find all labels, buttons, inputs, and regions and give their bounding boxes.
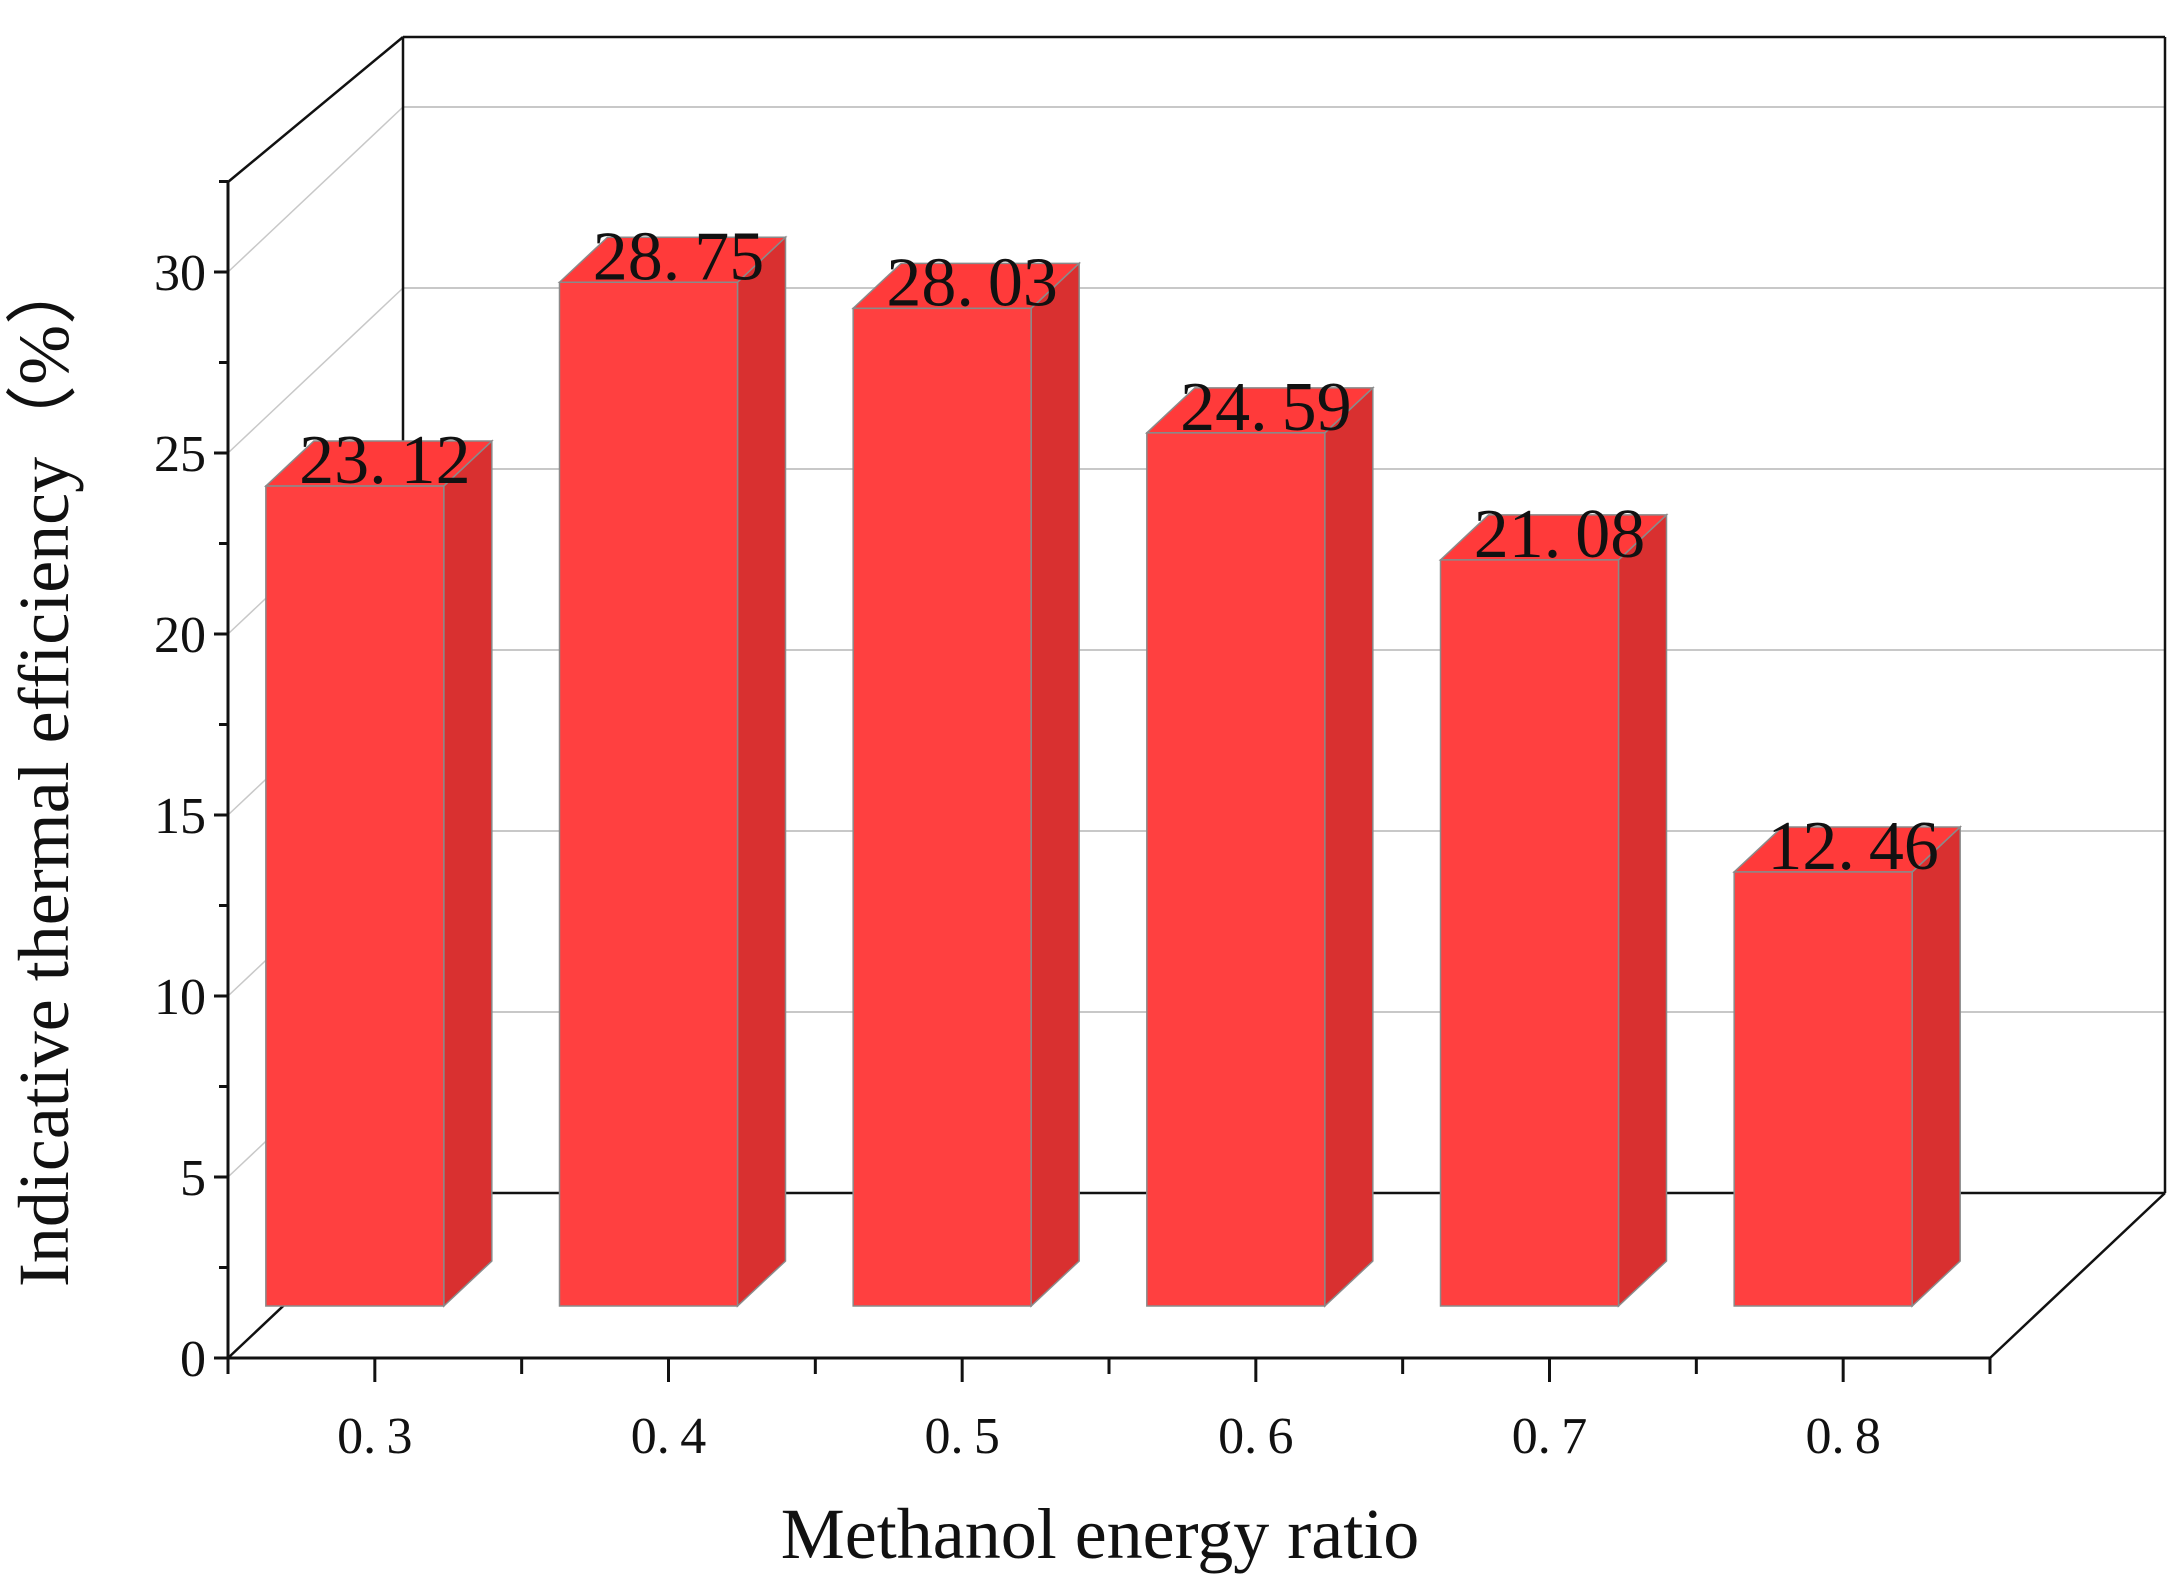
bars xyxy=(263,235,1963,1308)
x-axis-title: Methanol energy ratio xyxy=(781,1494,1419,1574)
labels: 23. 12 28. 75 28. 03 24. 59 21. 08 12. 46 0 5 10… xyxy=(154,218,1939,1465)
data-label: 28. 03 xyxy=(886,244,1058,321)
y-tick-label: 10 xyxy=(154,969,206,1026)
y-tick-label: 30 xyxy=(154,245,206,302)
bar xyxy=(1146,432,1326,1307)
axes xyxy=(214,180,1992,1382)
bar-group xyxy=(263,439,494,1308)
y-tick-label: 0 xyxy=(180,1331,206,1388)
y-tick-label: 15 xyxy=(154,788,206,845)
side-gridline xyxy=(227,106,404,273)
floor-right-edge xyxy=(1989,1192,2166,1359)
bar xyxy=(265,485,445,1307)
bar-side xyxy=(1911,825,1961,1308)
x-tick-label: 0. 4 xyxy=(631,1408,706,1465)
y-tick-label: 25 xyxy=(154,426,206,483)
data-label: 21. 08 xyxy=(1474,496,1646,573)
bar-side xyxy=(443,439,493,1308)
bar-side xyxy=(1030,261,1080,1308)
y-tick-label: 20 xyxy=(154,607,206,664)
side-gridline xyxy=(227,287,404,454)
y-tick-label: 5 xyxy=(180,1150,206,1207)
bar-group xyxy=(851,261,1082,1308)
x-tick-label: 0. 3 xyxy=(337,1408,412,1465)
data-label: 24. 59 xyxy=(1180,369,1352,446)
x-tick-label: 0. 6 xyxy=(1218,1408,1293,1465)
bar-side xyxy=(736,235,787,1308)
data-label: 28. 75 xyxy=(593,218,765,295)
x-tick-label: 0. 5 xyxy=(924,1408,999,1465)
bar-group xyxy=(1144,386,1375,1308)
bar-group xyxy=(1438,513,1669,1308)
data-label: 23. 12 xyxy=(299,422,471,499)
data-label: 12. 46 xyxy=(1767,808,1939,885)
bar-group xyxy=(1732,825,1963,1308)
y-axis-title: Indicative thermal efficiency（%） xyxy=(4,253,84,1287)
bar xyxy=(852,307,1032,1307)
bar-group xyxy=(557,235,788,1308)
x-tick-label: 0. 8 xyxy=(1805,1408,1880,1465)
bar xyxy=(558,281,739,1307)
bar xyxy=(1439,559,1620,1307)
bar-side xyxy=(1324,386,1374,1308)
side-wall-top-edge xyxy=(227,36,404,183)
bar xyxy=(1733,871,1913,1307)
bar-side xyxy=(1617,513,1668,1308)
x-tick-label: 0. 7 xyxy=(1512,1408,1587,1465)
